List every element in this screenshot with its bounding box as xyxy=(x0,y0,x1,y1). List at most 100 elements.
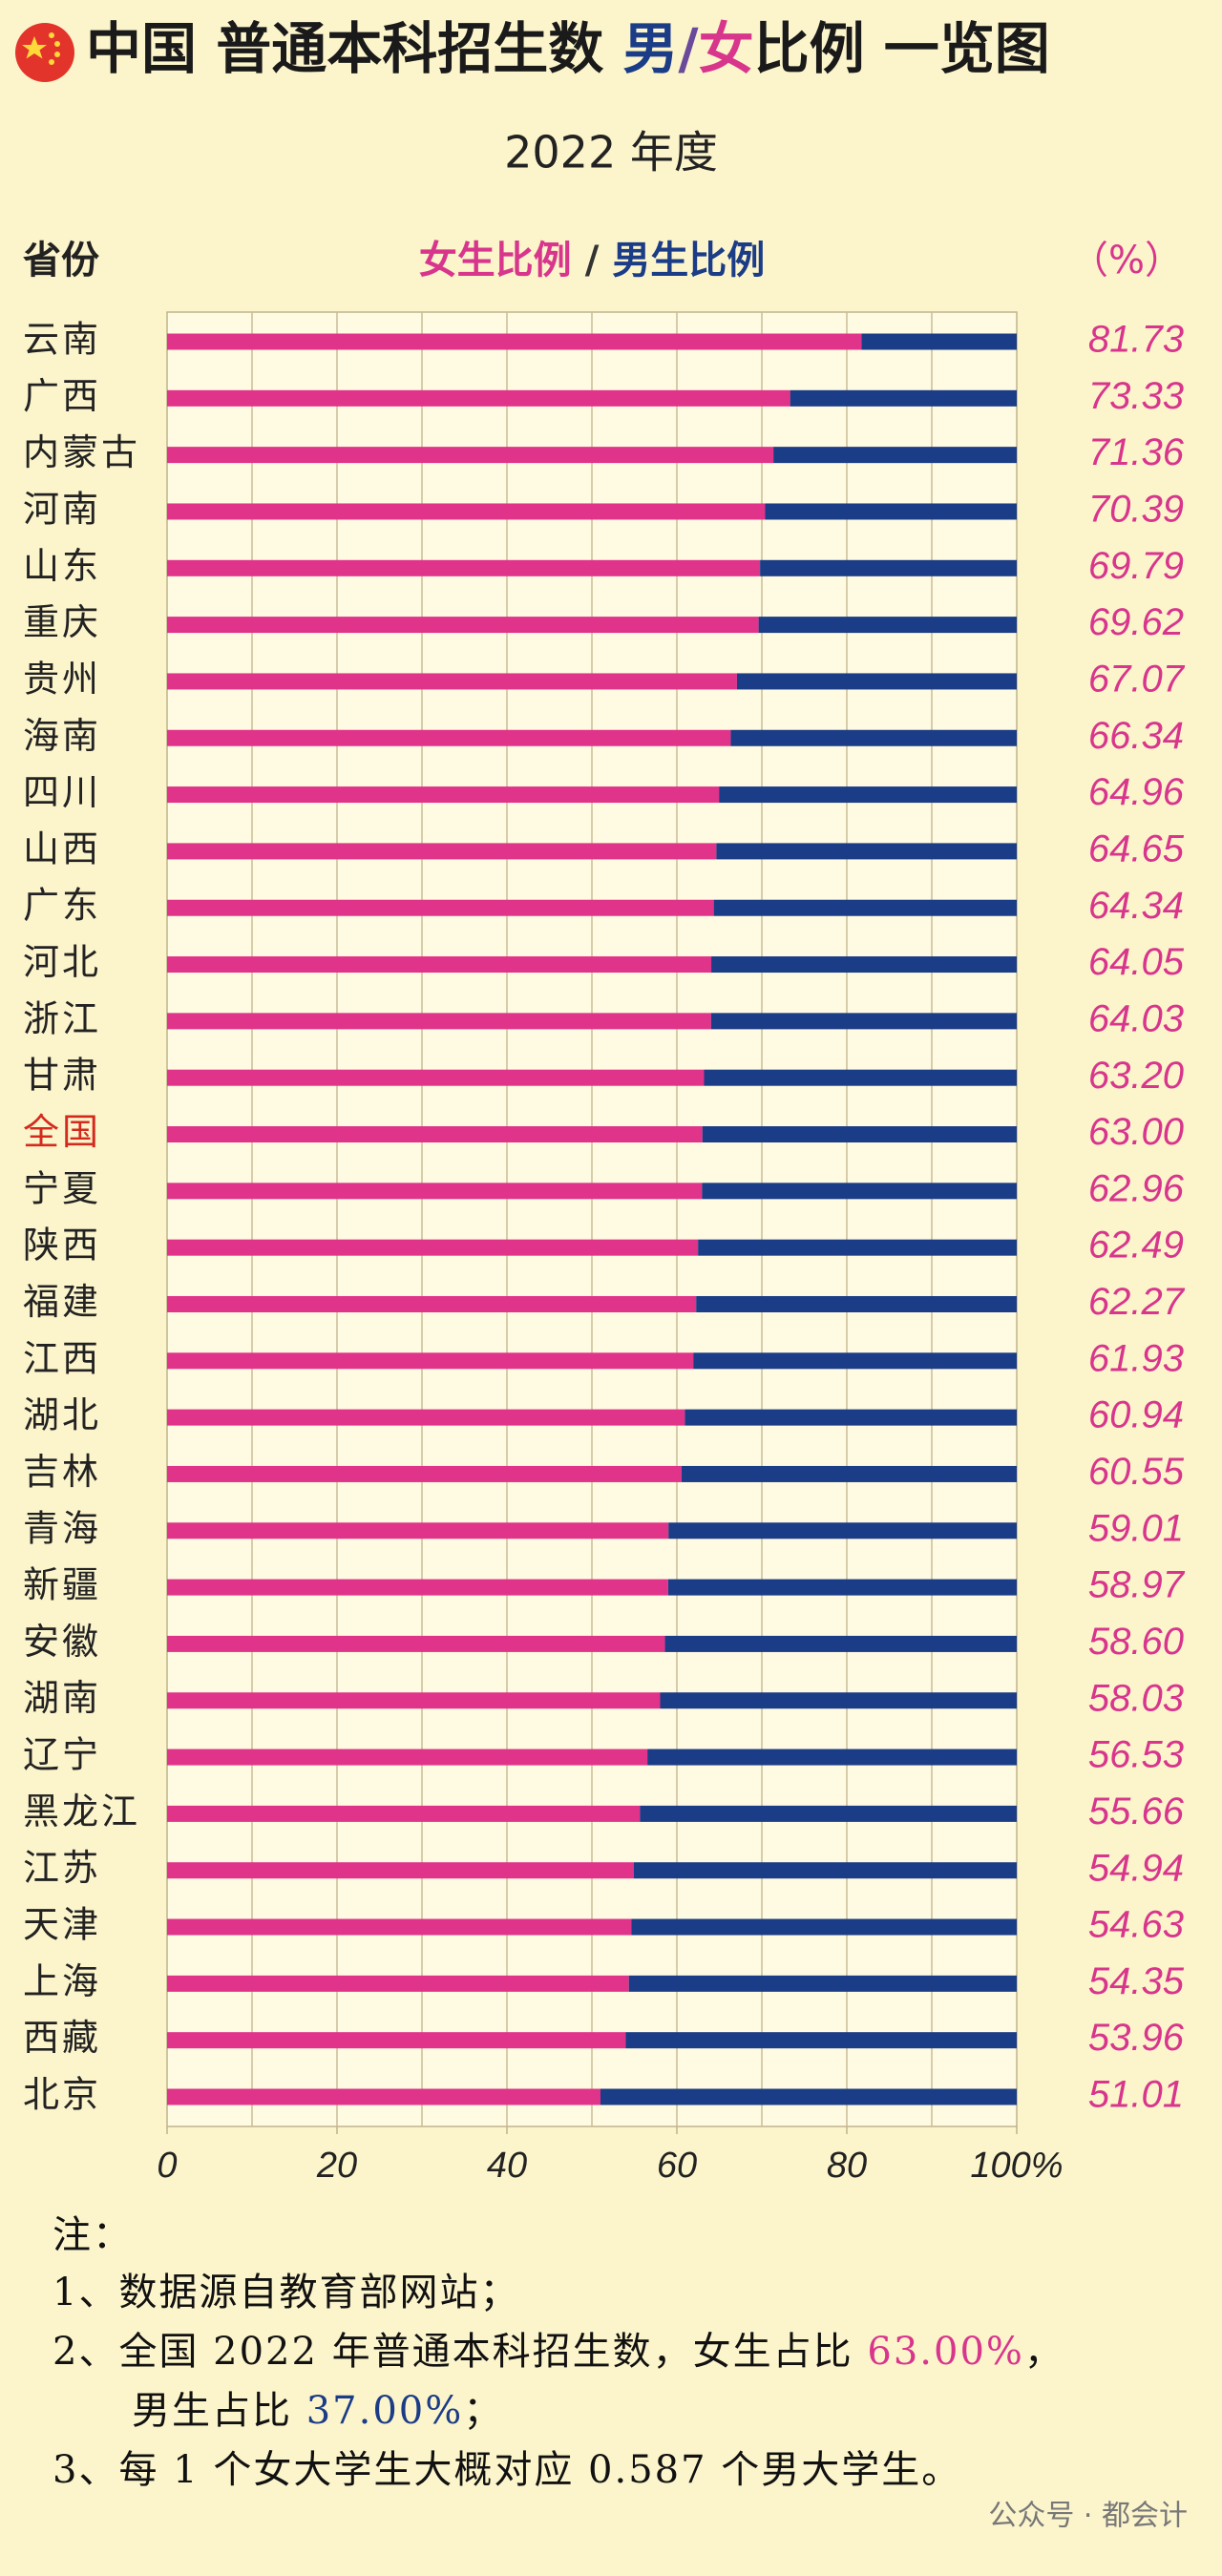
category-label: 吉林 xyxy=(23,1451,101,1493)
note-text: 男生占比 xyxy=(132,2389,306,2433)
bar-segment xyxy=(719,786,1017,804)
bar-segment xyxy=(702,1183,1017,1200)
category-label: 湖南 xyxy=(23,1677,101,1719)
bar-segment xyxy=(167,1409,685,1426)
value-label: 64.05 xyxy=(1088,941,1185,983)
flag-icon xyxy=(15,23,74,82)
category-label: 辽宁 xyxy=(23,1734,101,1776)
value-label: 63.20 xyxy=(1088,1055,1184,1097)
value-label: 58.60 xyxy=(1088,1621,1184,1663)
bar-segment xyxy=(736,673,1017,690)
bar-segment xyxy=(647,1749,1017,1766)
value-label: 67.07 xyxy=(1088,658,1186,700)
value-label: 60.55 xyxy=(1088,1451,1185,1493)
value-label: 55.66 xyxy=(1088,1791,1185,1833)
x-tick-label: 40 xyxy=(487,2146,527,2186)
bar-segment xyxy=(167,729,731,746)
legend-entry: 男生比例 xyxy=(612,239,765,283)
category-label: 甘肃 xyxy=(23,1055,101,1097)
value-label: 54.63 xyxy=(1088,1904,1184,1946)
note-heading: 注： xyxy=(53,2213,133,2257)
bar-segment xyxy=(167,899,714,916)
value-label: 69.79 xyxy=(1088,545,1184,587)
bar-segment xyxy=(668,1522,1017,1539)
bar-segment xyxy=(167,1862,634,1879)
note-highlight: 37.00% xyxy=(306,2389,464,2433)
x-tick-label: 60 xyxy=(657,2146,697,2186)
category-label: 天津 xyxy=(23,1904,101,1946)
category-label: 云南 xyxy=(23,319,101,361)
bar-segment xyxy=(167,1579,668,1596)
bar-segment xyxy=(167,389,790,407)
bar-segment xyxy=(625,2032,1017,2049)
bar-segment xyxy=(167,447,774,464)
bar-segment xyxy=(758,617,1017,634)
bar-segment xyxy=(167,1918,632,1936)
category-label: 上海 xyxy=(23,1960,101,2002)
value-label: 64.34 xyxy=(1088,885,1184,927)
value-label: 70.39 xyxy=(1088,489,1184,531)
watermark: 公众号 · 都会计 xyxy=(988,2500,1188,2533)
bar-segment xyxy=(167,1239,699,1256)
value-label: 62.96 xyxy=(1088,1167,1185,1209)
value-label: 61.93 xyxy=(1088,1337,1184,1379)
bar-segment xyxy=(664,1635,1017,1652)
bar-segment xyxy=(167,1295,697,1312)
value-label: 81.73 xyxy=(1088,319,1184,361)
bar-segment xyxy=(600,2088,1017,2105)
category-label: 湖北 xyxy=(23,1394,101,1436)
category-label: 浙江 xyxy=(23,997,101,1039)
category-label: 河南 xyxy=(23,488,101,530)
title-part: 男 xyxy=(622,16,678,81)
category-label: 福建 xyxy=(23,1281,101,1323)
bar-segment xyxy=(667,1579,1017,1596)
value-label: 73.33 xyxy=(1088,375,1184,417)
value-label: 69.62 xyxy=(1088,601,1184,643)
bar-segment xyxy=(167,1352,694,1370)
value-label: 71.36 xyxy=(1088,431,1185,473)
x-tick-label: 0 xyxy=(157,2146,177,2186)
category-label: 江西 xyxy=(23,1337,101,1379)
value-label: 64.96 xyxy=(1088,771,1185,813)
category-label: 陕西 xyxy=(23,1225,101,1267)
bar-segment xyxy=(167,1635,665,1652)
note-line: 男生占比 37.00%； xyxy=(132,2389,503,2433)
bar-segment xyxy=(861,333,1017,350)
bar-segment xyxy=(698,1239,1017,1256)
bar-segment xyxy=(710,1013,1017,1030)
bar-segment xyxy=(702,1126,1017,1143)
bar-segment xyxy=(167,1013,711,1030)
value-label: 64.03 xyxy=(1088,997,1184,1039)
bar-segment xyxy=(640,1805,1017,1822)
value-label: 66.34 xyxy=(1088,715,1184,757)
value-label: 62.49 xyxy=(1088,1225,1184,1267)
note-line: 3、每 1 个女大学生大概对应 0.587 个男大学生。 xyxy=(53,2448,961,2492)
category-label: 四川 xyxy=(23,771,101,813)
value-label: 51.01 xyxy=(1088,2074,1184,2116)
category-label: 广东 xyxy=(23,885,101,927)
title-part: / xyxy=(678,16,699,81)
bar-segment xyxy=(633,1862,1017,1879)
value-label: 58.97 xyxy=(1088,1564,1186,1606)
category-label: 黑龙江 xyxy=(23,1791,140,1833)
subtitle: 2022 年度 xyxy=(504,127,718,178)
title-part: 女 xyxy=(699,16,754,81)
category-label: 青海 xyxy=(23,1507,101,1549)
bar-segment xyxy=(716,843,1017,860)
bar-segment xyxy=(167,1975,629,1992)
category-label: 山东 xyxy=(23,545,101,587)
bar-segment xyxy=(628,1975,1017,1992)
value-label: 58.03 xyxy=(1088,1677,1184,1719)
bar-segment xyxy=(167,2032,626,2049)
category-header: 省份 xyxy=(23,239,99,283)
bar-segment xyxy=(773,447,1017,464)
legend-separator: / xyxy=(585,239,600,283)
category-label: 安徽 xyxy=(23,1621,101,1663)
bar-segment xyxy=(167,1749,648,1766)
note-highlight: 63.00% xyxy=(867,2330,1024,2374)
note-text: 1、数据源自教育部网站； xyxy=(53,2271,519,2314)
bar-segment xyxy=(765,503,1017,520)
value-label: 59.01 xyxy=(1088,1507,1184,1549)
category-label: 西藏 xyxy=(23,2017,101,2059)
chart-title: 中国 普通本科招生数 男/女比例 一览图 xyxy=(86,16,1050,81)
